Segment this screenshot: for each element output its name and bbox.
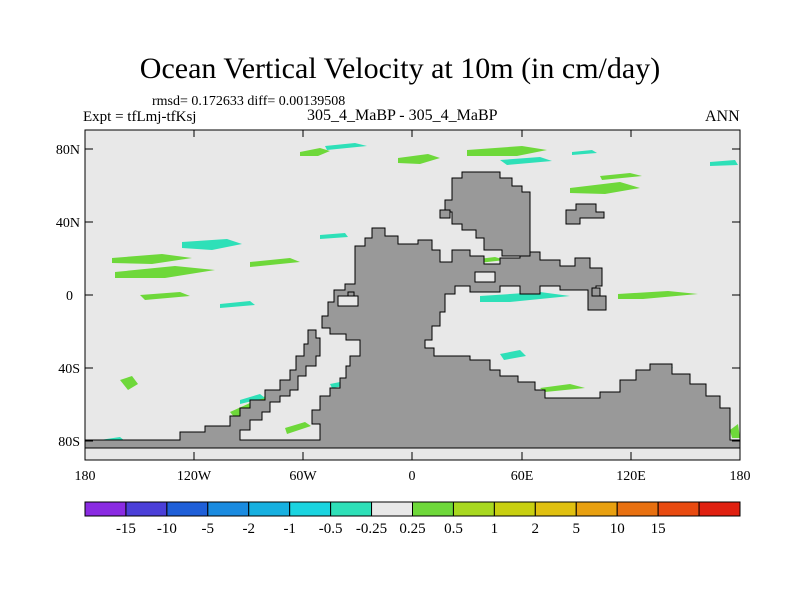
colorbar-box (84, 501, 127, 517)
season-label: ANN (705, 108, 740, 125)
colorbar-label: -15 (116, 521, 136, 537)
patch (398, 154, 440, 164)
patch (115, 266, 215, 278)
x-tick-label: 120E (616, 469, 646, 484)
patch (467, 146, 547, 156)
patch (250, 258, 300, 267)
colorbar-label: -1 (283, 521, 296, 537)
colorbar-box (207, 501, 250, 517)
patch (300, 148, 330, 156)
patch (480, 292, 570, 302)
x-tick-label: 60E (511, 469, 534, 484)
colorbar-box (657, 501, 700, 517)
colorbar-box (616, 501, 659, 517)
x-tick-label: 180 (75, 469, 96, 484)
colorbar: -15 -10 -5 -2 -1 -0.5 -0.25 0.25 0.5 1 2 5 10 15 (84, 501, 741, 537)
colorbar-box (330, 501, 373, 517)
axis-ticks (84, 130, 741, 460)
colorbar-box (575, 501, 618, 517)
x-tick-label: 120W (177, 469, 212, 484)
patch (220, 301, 255, 308)
patch (572, 150, 597, 155)
colorbar-box (534, 501, 577, 517)
patch (120, 376, 138, 390)
colorbar-label: -0.25 (356, 521, 387, 537)
x-tick-label: 60W (289, 469, 317, 484)
y-tick-label: 40N (56, 216, 80, 231)
inland-sea (474, 271, 496, 283)
patch (570, 182, 640, 194)
patch (182, 239, 242, 250)
colorbar-label: 15 (651, 521, 666, 537)
colorbar-label: 1 (491, 521, 499, 537)
colorbar-label: 2 (532, 521, 540, 537)
north-land (444, 171, 531, 257)
east-island (565, 203, 605, 225)
y-tick-labels: 80N 40N 0 40S 80S (56, 143, 80, 450)
colorbar-box (412, 501, 454, 517)
colorbar-label: 0.5 (444, 521, 463, 537)
colorbar-box (248, 501, 291, 517)
rmsd-diff-stats: rmsd= 0.172633 diff= 0.00139508 (152, 94, 346, 109)
patch (540, 384, 585, 392)
y-tick-label: 0 (66, 289, 73, 304)
patch (730, 424, 740, 438)
x-tick-label: 0 (409, 469, 416, 484)
patch (112, 254, 192, 264)
colorbar-box (493, 501, 536, 517)
colorbar-box (452, 501, 495, 517)
patch (320, 233, 348, 239)
case-subtitle: 305_4_MaBP - 305_4_MaBP (307, 107, 498, 124)
colorbar-label: 5 (573, 521, 581, 537)
colorbar-label: -5 (202, 521, 215, 537)
colorbar-box (166, 501, 209, 517)
map-panel (84, 129, 741, 461)
colorbar-label: -2 (243, 521, 256, 537)
colorbar-label: 10 (610, 521, 625, 537)
colorbar-label: 0.25 (399, 521, 425, 537)
patch (618, 291, 698, 299)
island (591, 287, 601, 297)
experiment-label: Expt = tfLmj-tfKsj (83, 109, 197, 125)
x-tick-label: 180 (730, 469, 751, 484)
colorbar-label: -0.5 (319, 521, 343, 537)
americas-land (84, 227, 741, 449)
y-tick-label: 80N (56, 143, 80, 158)
colorbar-label: -10 (157, 521, 177, 537)
colorbar-box (289, 501, 332, 517)
colorbar-box (125, 501, 168, 517)
plot-title: Ocean Vertical Velocity at 10m (in cm/da… (139, 52, 661, 85)
colorbar-box (698, 501, 741, 517)
x-tick-labels: 180 120W 60W 0 60E 120E 180 (75, 469, 751, 484)
patch (710, 160, 738, 166)
y-tick-label: 40S (58, 362, 80, 377)
patch (500, 350, 526, 360)
y-tick-label: 80S (58, 435, 80, 450)
inland-sea (337, 295, 359, 307)
patch (325, 143, 367, 150)
patch (140, 292, 190, 300)
patch (600, 173, 642, 180)
patch (285, 422, 311, 434)
island (439, 209, 451, 219)
patch (500, 157, 552, 165)
patch (240, 394, 265, 404)
colorbar-box (371, 501, 413, 517)
